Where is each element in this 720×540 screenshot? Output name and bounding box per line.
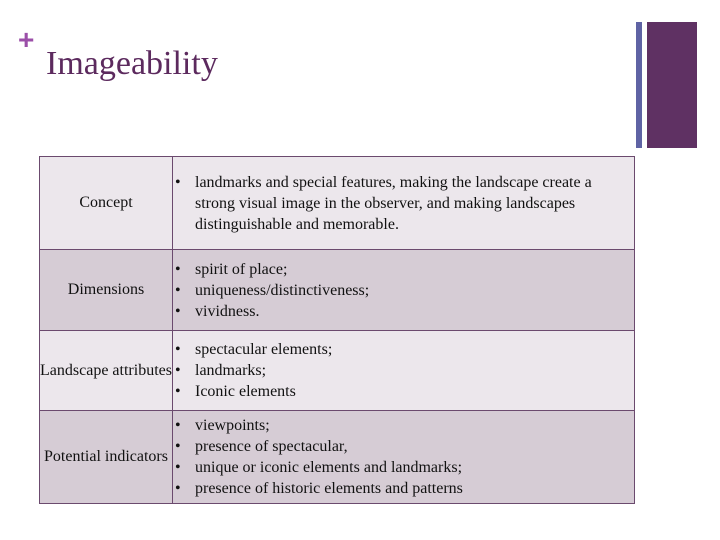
table-row-dimensions: Dimensions spirit of place; uniqueness/d…: [39, 249, 635, 331]
table-row-landscape-attributes: Landscape attributes spectacular element…: [39, 330, 635, 411]
bullet-item: presence of spectacular,: [173, 436, 634, 457]
bullet-list: spectacular elements; landmarks; Iconic …: [173, 339, 634, 402]
slide-title: Imageability: [46, 45, 218, 82]
row-label: Potential indicators: [39, 410, 173, 504]
plus-icon: +: [18, 24, 35, 55]
bullet-item: viewpoints;: [173, 415, 634, 436]
bullet-item: uniqueness/distinctiveness;: [173, 280, 634, 301]
row-content: spirit of place; uniqueness/distinctiven…: [172, 249, 635, 331]
decorative-bar-thick: [647, 22, 697, 148]
bullet-item: spectacular elements;: [173, 339, 634, 360]
row-label: Landscape attributes: [39, 330, 173, 411]
row-label: Concept: [39, 156, 173, 250]
bullet-item: landmarks and special features, making t…: [173, 172, 634, 235]
bullet-item: vividness.: [173, 301, 634, 322]
decorative-bar-thin: [636, 22, 642, 148]
row-content: viewpoints; presence of spectacular, uni…: [172, 410, 635, 504]
table-row-concept: Concept landmarks and special features, …: [39, 156, 635, 250]
row-content: landmarks and special features, making t…: [172, 156, 635, 250]
bullet-item: landmarks;: [173, 360, 634, 381]
bullet-item: presence of historic elements and patter…: [173, 478, 634, 499]
bullet-list: landmarks and special features, making t…: [173, 172, 634, 235]
bullet-list: spirit of place; uniqueness/distinctiven…: [173, 259, 634, 322]
bullet-item: unique or iconic elements and landmarks;: [173, 457, 634, 478]
bullet-list: viewpoints; presence of spectacular, uni…: [173, 415, 634, 499]
table-row-potential-indicators: Potential indicators viewpoints; presenc…: [39, 410, 635, 504]
row-label: Dimensions: [39, 249, 173, 331]
imageability-table: Concept landmarks and special features, …: [39, 156, 635, 504]
bullet-item: spirit of place;: [173, 259, 634, 280]
bullet-item: Iconic elements: [173, 381, 634, 402]
row-content: spectacular elements; landmarks; Iconic …: [172, 330, 635, 411]
